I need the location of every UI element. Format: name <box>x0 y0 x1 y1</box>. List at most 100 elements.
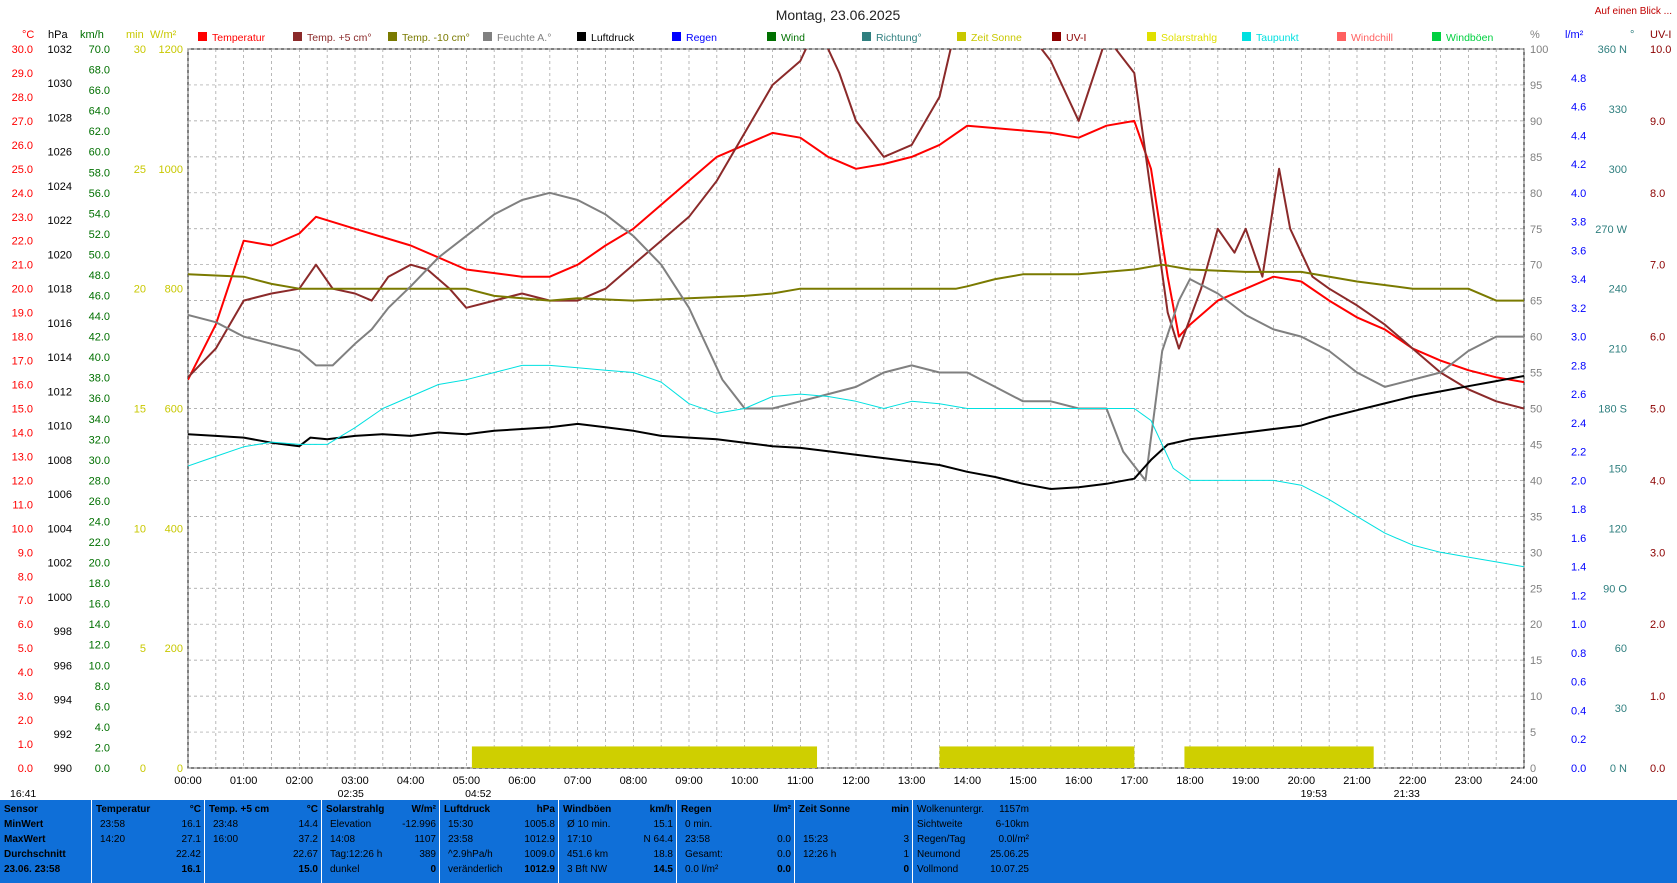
tick-wind: 6.0 <box>95 701 110 713</box>
tick-wind: 22.0 <box>89 537 110 549</box>
tick-time: 15:00 <box>1009 775 1037 787</box>
tick-time: 07:00 <box>564 775 592 787</box>
tick-temp: 9.0 <box>18 547 33 559</box>
stats-row-value: 1009.0 <box>524 849 555 860</box>
tick-time: 16:00 <box>1065 775 1093 787</box>
tick-rain: 3.0 <box>1571 332 1586 344</box>
tick-pressure: 1028 <box>48 112 72 124</box>
tick-rain: 4.8 <box>1571 73 1586 85</box>
stats-row-label: 14:08 <box>330 834 356 845</box>
stats-column-sun: Zeit Sonne min 15:23 3 12:26 h 1 0 <box>794 800 913 883</box>
stats-row-label: Ø 10 min. <box>567 819 611 830</box>
tick-humidity: 95 <box>1530 80 1542 92</box>
tick-rain: 1.2 <box>1571 590 1586 602</box>
tick-sun: 15 <box>134 404 146 416</box>
tick-time: 17:00 <box>1121 775 1149 787</box>
stats-misc-label: Wolkenuntergr. <box>917 804 985 815</box>
tick-uv: 0.0 <box>1650 763 1665 775</box>
tick-rain: 1.0 <box>1571 619 1586 631</box>
tick-humidity: 5 <box>1530 727 1536 739</box>
tick-humidity: 20 <box>1530 619 1542 631</box>
tick-direction: 30 <box>1615 703 1627 715</box>
tick-rain: 4.0 <box>1571 188 1586 200</box>
legend-label: Zeit Sonne <box>971 32 1022 44</box>
legend-swatch <box>1052 32 1061 41</box>
tick-temp: 4.0 <box>18 667 33 679</box>
legend-swatch <box>388 32 397 41</box>
tick-temp: 10.0 <box>12 523 33 535</box>
stats-row-value: 1 <box>903 849 909 860</box>
tick-pressure: 1024 <box>48 181 72 193</box>
tick-solar: 1000 <box>159 164 183 176</box>
tick-humidity: 15 <box>1530 655 1542 667</box>
legend-label: Windböen <box>1446 32 1493 44</box>
tick-temp: 15.0 <box>12 404 33 416</box>
legend-label: Wind <box>781 32 805 44</box>
tick-pressure: 990 <box>54 763 72 775</box>
tick-solar: 1200 <box>159 44 183 56</box>
tick-temp: 13.0 <box>12 451 33 463</box>
tick-wind: 62.0 <box>89 126 110 138</box>
tick-pressure: 1020 <box>48 249 72 261</box>
stats-header: Temp. +5 cm °C <box>209 804 318 815</box>
tick-pressure: 996 <box>54 660 72 672</box>
legend-swatch <box>1242 32 1251 41</box>
stats-row: 451.6 km 18.8 <box>563 849 673 863</box>
tick-uv: 7.0 <box>1650 260 1665 272</box>
tick-wind: 54.0 <box>89 208 110 220</box>
tick-wind: 20.0 <box>89 558 110 570</box>
stats-row: dunkel 0 <box>326 864 436 878</box>
tick-wind: 32.0 <box>89 434 110 446</box>
stats-misc-row: Regen/Tag 0.0l/m² <box>917 834 1029 848</box>
tick-wind: 2.0 <box>95 742 110 754</box>
weather-chart: Montag, 23.06.2025 Auf einen Blick ... °C h… <box>10 6 1672 800</box>
stats-row: 16.1 <box>96 864 201 878</box>
tick-wind: 16.0 <box>89 599 110 611</box>
tick-temp: 16.0 <box>12 380 33 392</box>
tick-temp: 28.0 <box>12 92 33 104</box>
tick-rain: 1.6 <box>1571 533 1586 545</box>
tick-humidity: 80 <box>1530 188 1542 200</box>
tick-pressure: 1014 <box>48 352 72 364</box>
stats-misc-row: Sichtweite 6-10km <box>917 819 1029 833</box>
stats-row: veränderlich 1012.9 <box>444 864 555 878</box>
tick-rain: 3.4 <box>1571 274 1586 286</box>
legend-swatch <box>198 32 207 41</box>
tick-pressure: 1002 <box>48 558 72 570</box>
tick-time: 24:00 <box>1510 775 1538 787</box>
tick-wind: 26.0 <box>89 496 110 508</box>
tick-sun: 30 <box>134 44 146 56</box>
tick-wind: 0.0 <box>95 763 110 775</box>
stats-header: Windböen km/h <box>563 804 673 815</box>
tick-wind: 46.0 <box>89 291 110 303</box>
stats-column-temp5: Temp. +5 cm °C 23:48 14.4 16:00 37.2 22.67 15.0 <box>204 800 322 883</box>
stats-row: 15.0 <box>209 864 318 878</box>
tick-wind: 34.0 <box>89 414 110 426</box>
legend-label: Feuchte A.° <box>497 32 551 44</box>
tick-temp: 2.0 <box>18 715 33 727</box>
stats-row-value: 14.4 <box>298 819 318 830</box>
tick-humidity: 60 <box>1530 332 1542 344</box>
stats-panel: Sensor MinWert MaxWert Durchschnitt 23.06. 2… <box>0 800 1677 883</box>
tick-pressure: 1010 <box>48 421 72 433</box>
stats-row-label: 451.6 km <box>567 849 609 860</box>
stats-header-unit: km/h <box>649 804 673 815</box>
tick-rain: 1.8 <box>1571 504 1586 516</box>
tick-solar: 200 <box>165 643 183 655</box>
tick-direction: 150 <box>1609 463 1627 475</box>
stats-row-label: dunkel <box>330 864 360 875</box>
tick-pressure: 1022 <box>48 215 72 227</box>
tick-temp: 17.0 <box>12 356 33 368</box>
tick-rain: 3.6 <box>1571 245 1586 257</box>
tick-wind: 38.0 <box>89 373 110 385</box>
legend-swatch <box>957 32 966 41</box>
tick-humidity: 10 <box>1530 691 1542 703</box>
stats-column-rain: Regen l/m² 0 min. 23:58 0.0 Gesamt: 0.0 0.0 l/m… <box>676 800 795 883</box>
tick-time: 02:00 <box>286 775 314 787</box>
tick-temp: 1.0 <box>18 739 33 751</box>
legend-swatch <box>577 32 586 41</box>
stats-row-value: 1012.9 <box>524 864 555 875</box>
series-line <box>188 191 1524 482</box>
stats-row: 0 min. <box>681 819 791 833</box>
stats-row-value: 0 <box>903 864 909 875</box>
